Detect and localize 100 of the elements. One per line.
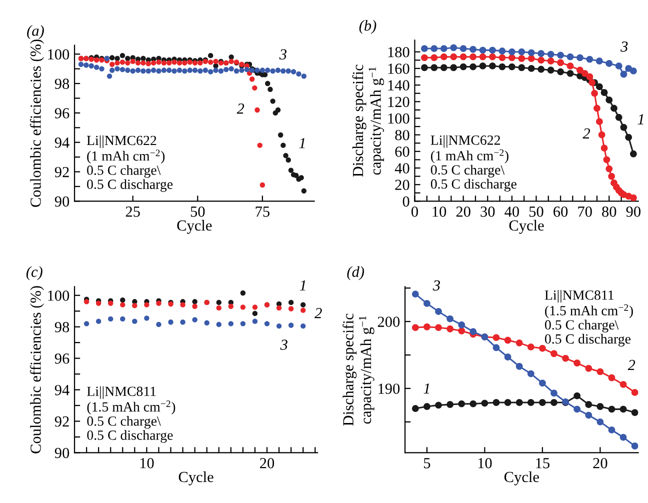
point (252, 304, 258, 310)
point (498, 63, 506, 70)
point (630, 150, 637, 158)
y-tick-label: 96 (54, 353, 70, 364)
point (547, 58, 554, 64)
point (440, 53, 448, 60)
y-tick-label: 98 (54, 322, 70, 332)
point (187, 60, 192, 65)
point (630, 194, 637, 202)
point (204, 320, 210, 326)
point (479, 46, 486, 54)
point (182, 60, 188, 66)
x-tick-label: 30 (480, 206, 495, 217)
y-axis-title: Coulombic efficiencies (%) (30, 40, 44, 207)
point (114, 56, 120, 62)
point (550, 399, 558, 406)
point (470, 46, 477, 53)
point (593, 104, 600, 112)
y-tick-label: 100 (48, 290, 70, 301)
point (479, 62, 486, 70)
point (110, 55, 115, 60)
point (566, 53, 574, 60)
point (504, 399, 512, 406)
point (140, 56, 146, 62)
point (440, 64, 448, 72)
point (591, 90, 598, 97)
point (596, 418, 604, 426)
point (620, 124, 628, 131)
x-axis-title: Cycle (509, 220, 544, 234)
x-tick-label: 20 (593, 458, 608, 468)
point (576, 66, 584, 74)
point (528, 49, 535, 56)
point (527, 343, 534, 350)
y-tick-label: 140 (388, 80, 410, 90)
annotation: 2 (236, 104, 244, 114)
point (94, 64, 100, 70)
point (172, 68, 177, 74)
y-axis-title: Discharge specific capacity/mAh g$^{−1}$ (352, 64, 384, 177)
point (518, 64, 526, 72)
point (603, 156, 610, 164)
point (275, 68, 281, 73)
point (527, 399, 534, 406)
x-tick-label: 10 (478, 458, 492, 468)
point (96, 318, 102, 324)
point (270, 68, 276, 74)
point (620, 380, 627, 388)
y-tick-label: 40 (394, 163, 410, 174)
point (257, 142, 262, 148)
point (585, 401, 592, 408)
point (120, 60, 126, 65)
point (518, 48, 526, 56)
chart-title: (a) (27, 25, 44, 40)
point (470, 400, 477, 408)
point (202, 68, 208, 73)
point (625, 64, 632, 72)
point (146, 61, 151, 66)
point (260, 182, 266, 188)
x-tick-label: 20 (456, 206, 470, 217)
point (504, 336, 512, 344)
point (608, 172, 616, 180)
point (265, 68, 270, 73)
point (156, 300, 162, 306)
x-tick-label: 10 (140, 458, 154, 468)
y-tick-label: 100 (48, 49, 70, 60)
y-tick-label: 92 (54, 416, 69, 427)
point (276, 323, 282, 329)
point (298, 175, 304, 180)
point (440, 45, 448, 52)
point (547, 50, 554, 58)
point (508, 63, 516, 70)
point (99, 66, 104, 72)
point (574, 360, 581, 366)
point (479, 53, 486, 60)
point (498, 48, 506, 54)
point (276, 305, 282, 311)
y-tick-label: 92 (54, 166, 69, 178)
point (150, 68, 156, 73)
point (450, 53, 458, 60)
point (538, 66, 545, 73)
point (84, 321, 90, 326)
point (615, 62, 622, 70)
point (450, 44, 458, 52)
point (280, 68, 286, 74)
point (550, 390, 558, 397)
annotation: 2 (582, 128, 590, 138)
y-tick-label: 0 (402, 196, 410, 207)
point (208, 69, 214, 74)
point (423, 403, 430, 410)
point (446, 401, 454, 408)
point (489, 53, 496, 60)
point (125, 60, 130, 66)
point (283, 153, 288, 158)
point (586, 73, 594, 80)
point (192, 304, 198, 309)
point (615, 114, 622, 121)
point (492, 334, 500, 342)
point (430, 64, 438, 72)
point (598, 131, 606, 138)
point (249, 76, 255, 82)
point (208, 52, 214, 58)
